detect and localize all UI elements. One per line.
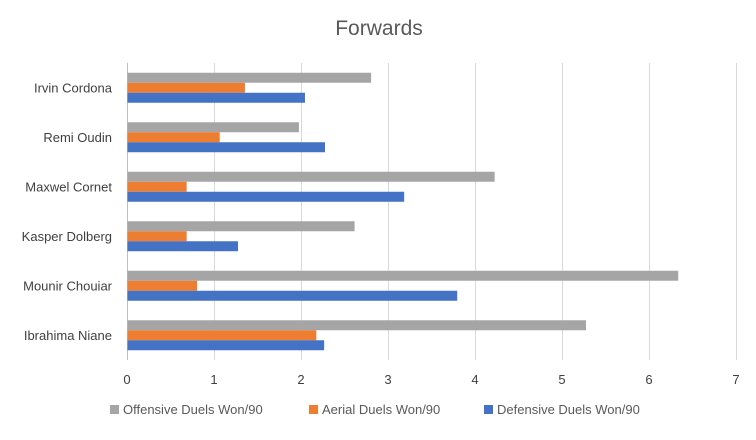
legend: Offensive Duels Won/90 Aerial Duels Won/9… xyxy=(110,402,640,417)
legend-swatch xyxy=(309,405,318,414)
x-tick-label: 5 xyxy=(558,372,565,387)
category-label: Remi Oudin xyxy=(43,130,112,145)
category-label: Maxwel Cornet xyxy=(25,179,112,194)
bar xyxy=(127,270,679,281)
x-tick-label: 2 xyxy=(297,372,304,387)
bar xyxy=(127,171,495,182)
bar xyxy=(127,290,458,301)
legend-label: Aerial Duels Won/90 xyxy=(322,402,440,417)
x-tick-label: 7 xyxy=(732,372,739,387)
x-tick-label: 6 xyxy=(645,372,652,387)
bar xyxy=(127,132,220,143)
x-tick-label: 3 xyxy=(384,372,391,387)
label-layer: 0 1 2 3 4 5 6 7 Irvin Cordona Remi Oudin Maxwel Co… xyxy=(22,80,740,387)
bar xyxy=(127,142,325,153)
bar xyxy=(127,241,238,252)
category-label: Ibrahima Niane xyxy=(24,328,112,343)
bar xyxy=(127,82,245,93)
category-label: Kasper Dolberg xyxy=(22,229,112,244)
bar xyxy=(127,330,317,341)
bar xyxy=(127,231,187,242)
bar xyxy=(127,191,405,202)
grid-layer xyxy=(127,63,737,360)
chart-title: Forwards xyxy=(335,17,423,40)
x-tick-label: 0 xyxy=(123,372,130,387)
bar xyxy=(127,221,355,232)
legend-label: Offensive Duels Won/90 xyxy=(123,402,263,417)
x-tick-label: 1 xyxy=(210,372,217,387)
category-label: Irvin Cordona xyxy=(34,80,113,95)
legend-swatch xyxy=(110,405,119,414)
legend-swatch xyxy=(484,405,493,414)
bar-layer xyxy=(127,72,679,351)
bar xyxy=(127,72,372,83)
bar xyxy=(127,181,187,192)
x-tick-label: 4 xyxy=(471,372,478,387)
bar xyxy=(127,320,586,331)
legend-label: Defensive Duels Won/90 xyxy=(497,402,640,417)
bar xyxy=(127,92,305,103)
bar xyxy=(127,280,198,291)
bar xyxy=(127,122,299,133)
category-label: Mounir Chouiar xyxy=(23,278,113,293)
bar xyxy=(127,340,325,351)
